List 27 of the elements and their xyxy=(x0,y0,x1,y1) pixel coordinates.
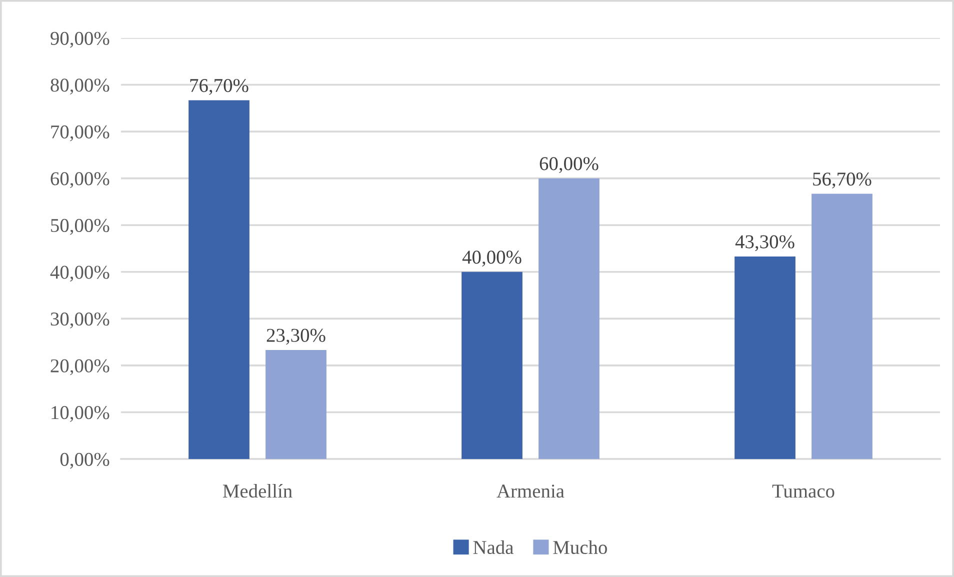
x-tick-label: Tumaco xyxy=(772,484,834,498)
bar xyxy=(812,194,872,459)
bar xyxy=(538,178,600,459)
y-tick-label: 60,00% xyxy=(50,172,110,188)
y-tick-label: 70,00% xyxy=(51,125,110,142)
x-tick-label: Armenia xyxy=(496,484,564,498)
bar xyxy=(734,256,796,459)
y-tick-label: 40,00% xyxy=(50,266,110,282)
data-label: 60,00% xyxy=(540,157,598,174)
legend-label: Mucho xyxy=(553,540,607,554)
bar xyxy=(188,100,250,459)
data-label: 76,70% xyxy=(190,78,248,95)
legend-label: Nada xyxy=(473,540,514,554)
y-tick-label: 20,00% xyxy=(50,359,110,376)
bar xyxy=(462,272,522,459)
y-tick-label: 0,00% xyxy=(60,452,110,469)
y-tick-label: 50,00% xyxy=(51,218,110,235)
y-tick-label: 10,00% xyxy=(52,406,110,422)
data-label: 43,30% xyxy=(735,235,794,252)
data-label: 23,30% xyxy=(266,328,326,345)
data-label: 40,00% xyxy=(462,250,522,267)
y-tick-label: 90,00% xyxy=(50,32,110,48)
y-tick-label: 30,00% xyxy=(50,312,110,328)
data-label: 56,70% xyxy=(813,172,872,188)
x-tick-label: Medellín xyxy=(222,484,292,498)
bar xyxy=(266,350,326,459)
y-tick-label: 80,00% xyxy=(50,78,110,95)
